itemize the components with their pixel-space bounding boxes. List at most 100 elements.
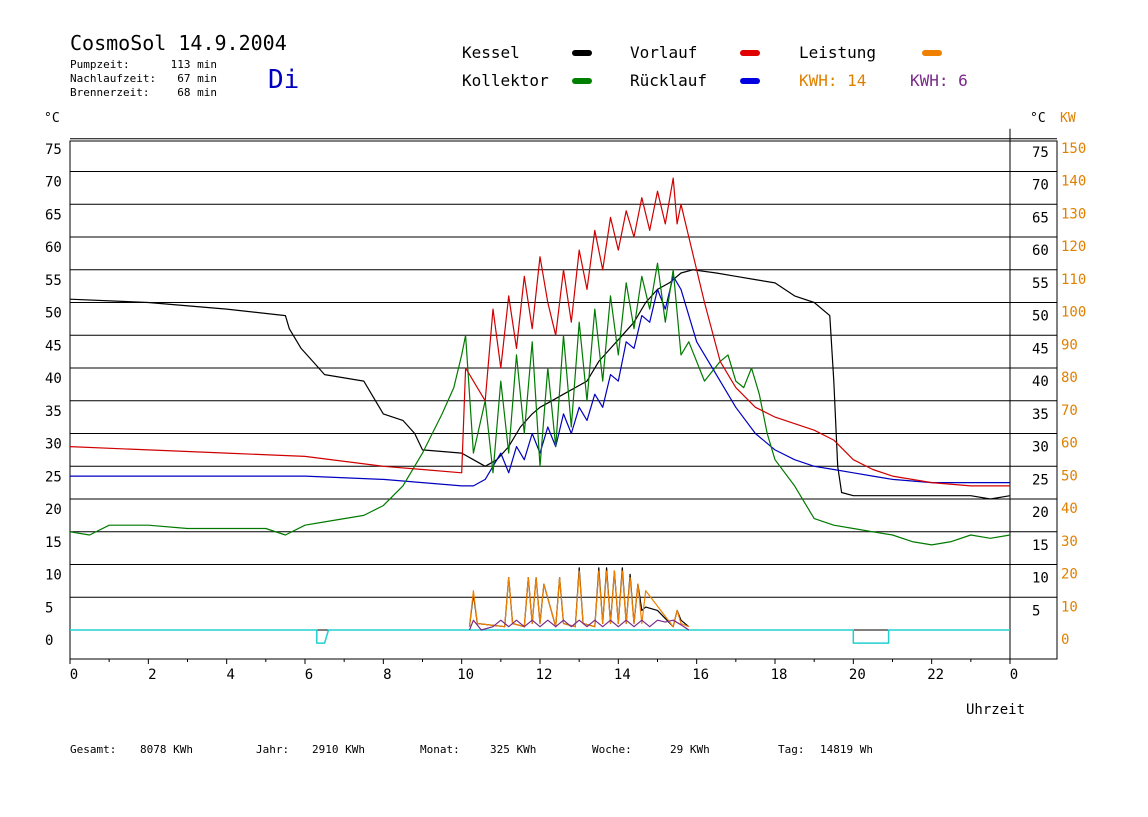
legend-kwh-purple: KWH: 6 [910, 71, 968, 90]
series-line-pump [70, 629, 1010, 644]
y-tick-label-kw: 50 [1061, 468, 1078, 484]
stat-value-pumpzeit: 113 min [171, 58, 217, 71]
y-tick-label-kw: 110 [1061, 272, 1086, 288]
y-tick-label-left: 55 [45, 273, 62, 289]
y-tick-label-kw: 80 [1061, 370, 1078, 386]
y-tick-label-right: 15 [1032, 538, 1049, 554]
y-tick-label-kw: 130 [1061, 206, 1086, 222]
y-tick-label-kw: 70 [1061, 403, 1078, 419]
legend-label-vorlauf: Vorlauf [630, 43, 697, 62]
footer-value-jahr: 2910 KWh [312, 743, 365, 756]
y-tick-label-kw: 20 [1061, 567, 1078, 583]
footer-value-monat: 325 KWh [490, 743, 536, 756]
x-axis: 0 2 4 6 8 10 12 14 16 18 20 22 0 [69, 659, 1018, 683]
x-tick-label: 8 [383, 667, 391, 683]
y-tick-label-right: 50 [1032, 309, 1049, 325]
footer-value-gesamt: 8078 KWh [140, 743, 193, 756]
y-tick-label-left: 65 [45, 207, 62, 223]
header-stats: Pumpzeit: 113 min Nachlaufzeit: 67 min B… [70, 58, 217, 99]
chart-title: CosmoSol 14.9.2004 [70, 31, 287, 55]
y-tick-label-left: 10 [45, 568, 62, 584]
stat-label-brennerzeit: Brennerzeit: [70, 86, 149, 99]
y-tick-label-kw: 120 [1061, 239, 1086, 255]
legend-label-ruecklauf: Rücklauf [630, 71, 707, 90]
y-axis-unit-kw: KW [1060, 111, 1076, 126]
y-axis-kw: 0 10 20 30 40 50 60 70 80 90 100 110 120 130 140 150 [1061, 141, 1086, 648]
footer-label-jahr: Jahr: [256, 743, 289, 756]
y-tick-label-left: 45 [45, 338, 62, 354]
y-tick-label-kw: 100 [1061, 305, 1086, 321]
y-tick-label-right: 65 [1032, 210, 1049, 226]
x-tick-label: 14 [614, 667, 631, 683]
y-tick-label-right: 20 [1032, 505, 1049, 521]
y-tick-label-left: 20 [45, 502, 62, 518]
x-tick-label: 0 [1010, 667, 1018, 683]
series-line-ruecklauf [70, 275, 1010, 487]
y-tick-label-right: 30 [1032, 440, 1049, 456]
y-tick-label-right: 45 [1032, 341, 1049, 357]
y-tick-label-left: 15 [45, 535, 62, 551]
y-axis-right: 5 10 15 20 25 30 35 40 45 50 55 60 65 70 75 [1032, 145, 1049, 620]
y-axis-left: 0 5 10 15 20 25 30 35 40 45 50 55 60 65 70 75 [45, 142, 62, 649]
y-tick-label-kw: 150 [1061, 141, 1086, 157]
stat-value-nachlaufzeit: 67 min [177, 72, 217, 85]
y-axis-unit-left: °C [44, 111, 60, 126]
footer-totals: Gesamt: 8078 KWh Jahr: 2910 KWh Monat: 3… [70, 743, 873, 756]
y-tick-label-left: 50 [45, 306, 62, 322]
y-tick-label-right: 5 [1032, 603, 1040, 619]
x-tick-label: 12 [536, 667, 553, 683]
y-tick-label-kw: 60 [1061, 436, 1078, 452]
y-tick-label-right: 60 [1032, 243, 1049, 259]
series-line-kollektor [69, 262, 1011, 546]
y-tick-label-kw: 0 [1061, 632, 1069, 648]
y-tick-label-right: 55 [1032, 276, 1049, 292]
y-tick-label-left: 35 [45, 404, 62, 420]
plot-frame [69, 140, 1058, 660]
footer-label-monat: Monat: [420, 743, 460, 756]
y-tick-label-left: 60 [45, 240, 62, 256]
footer-value-woche: 29 KWh [670, 743, 710, 756]
legend-label-kollektor: Kollektor [462, 71, 549, 90]
y-tick-label-left: 40 [45, 371, 62, 387]
x-tick-label: 16 [692, 667, 709, 683]
footer-label-gesamt: Gesamt: [70, 743, 116, 756]
legend-label-leistung: Leistung [799, 43, 876, 62]
y-tick-label-left: 30 [45, 437, 62, 453]
footer-label-woche: Woche: [592, 743, 632, 756]
y-tick-label-kw: 10 [1061, 599, 1078, 615]
x-tick-label: 20 [849, 667, 866, 683]
day-label: Di [268, 65, 299, 95]
y-tick-label-kw: 40 [1061, 501, 1078, 517]
series-line-vorlauf [69, 177, 1010, 487]
series-line-kessel [69, 269, 1011, 500]
series-layer [69, 177, 1011, 644]
y-tick-label-left: 0 [45, 633, 53, 649]
legend-kwh-leistung: KWH: 14 [799, 71, 866, 90]
legend: Kessel Vorlauf Leistung Kollektor Rückla… [462, 43, 968, 90]
y-tick-label-right: 25 [1032, 472, 1049, 488]
x-axis-label: Uhrzeit [966, 702, 1025, 718]
y-tick-label-right: 35 [1032, 407, 1049, 423]
stat-value-brennerzeit: 68 min [177, 86, 217, 99]
x-tick-label: 6 [305, 667, 313, 683]
stat-label-pumpzeit: Pumpzeit: [70, 58, 130, 71]
footer-value-tag: 14819 Wh [820, 743, 873, 756]
y-tick-label-left: 25 [45, 469, 62, 485]
x-tick-label: 18 [771, 667, 788, 683]
stat-label-nachlaufzeit: Nachlaufzeit: [70, 72, 156, 85]
y-tick-label-kw: 140 [1061, 174, 1086, 190]
legend-label-kessel: Kessel [462, 43, 520, 62]
x-tick-label: 0 [70, 667, 78, 683]
y-tick-label-kw: 30 [1061, 534, 1078, 550]
x-tick-label: 10 [457, 667, 474, 683]
y-tick-label-left: 75 [45, 142, 62, 158]
y-tick-label-right: 70 [1032, 178, 1049, 194]
x-tick-label: 4 [226, 667, 234, 683]
x-tick-label: 22 [927, 667, 944, 683]
footer-label-tag: Tag: [778, 743, 805, 756]
y-tick-label-left: 70 [45, 175, 62, 191]
x-tick-label: 2 [148, 667, 156, 683]
y-tick-label-right: 10 [1032, 571, 1049, 587]
